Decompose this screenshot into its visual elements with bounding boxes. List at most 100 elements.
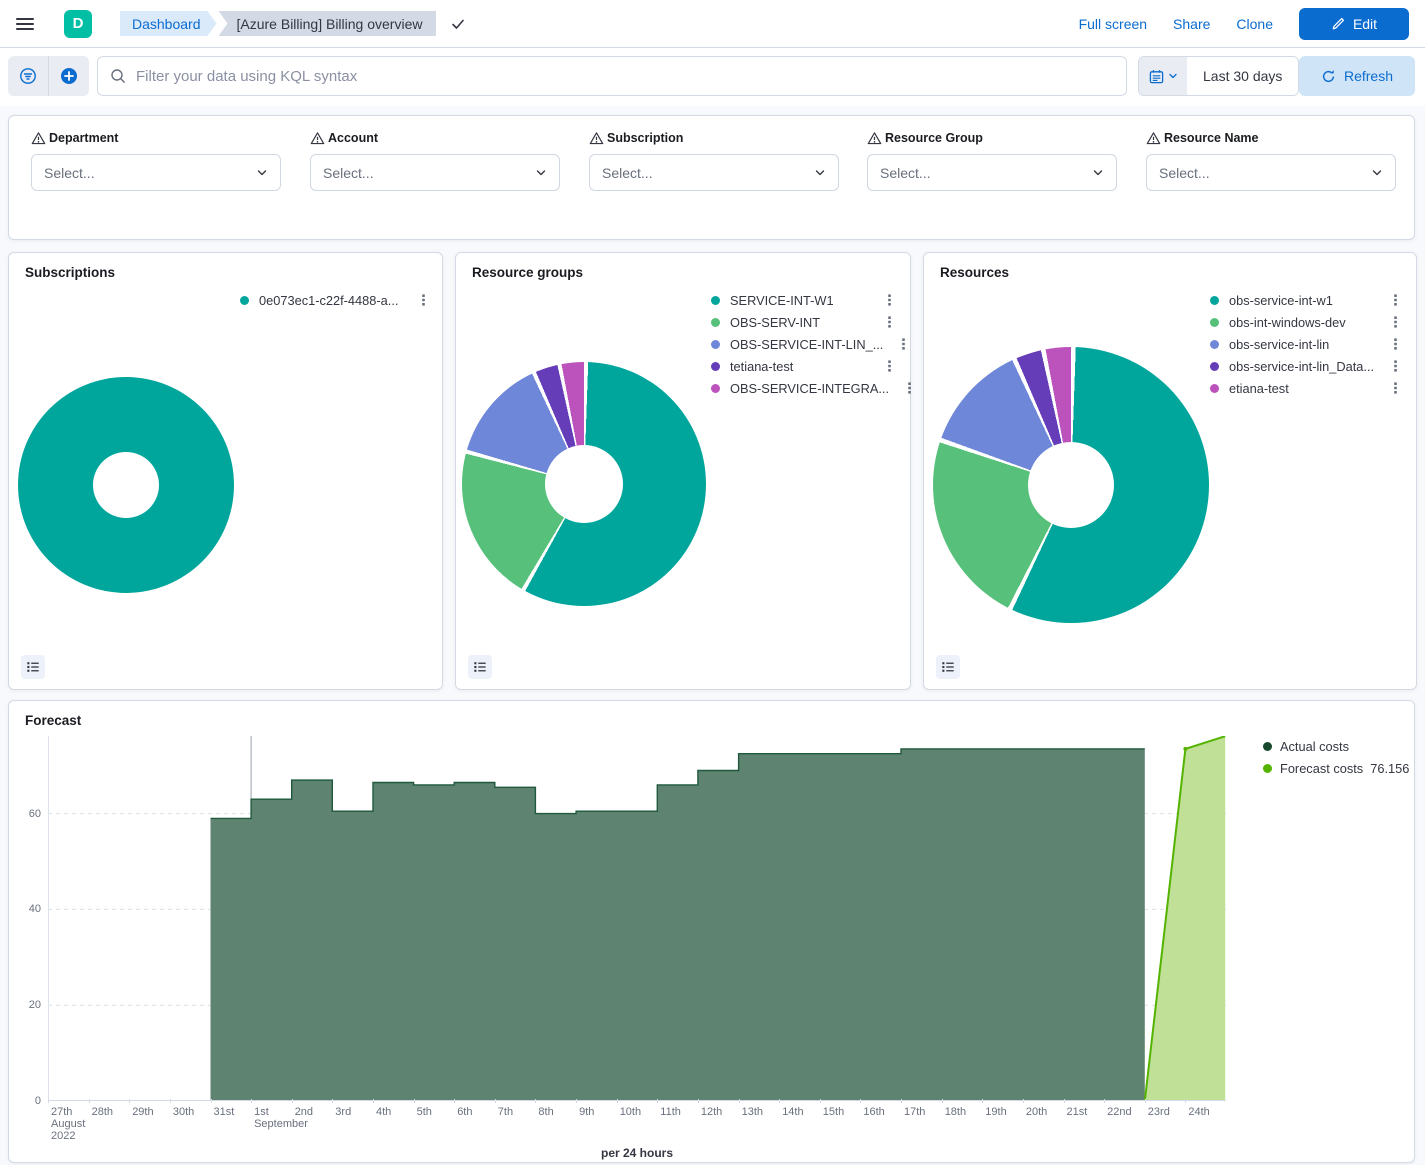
full-screen-link[interactable]: Full screen (1078, 15, 1148, 32)
x-axis-tick-label: 4th (376, 1106, 392, 1118)
control-label: Department (49, 131, 119, 145)
legend-item-menu-icon[interactable] (1389, 293, 1402, 307)
x-axis-tick-mark (860, 1099, 862, 1103)
filter-icon[interactable] (8, 56, 48, 96)
x-axis-tick-mark (657, 1099, 659, 1103)
legend-item-label[interactable]: etiana-test (1229, 380, 1289, 396)
control-label: Resource Name (1164, 131, 1259, 145)
panel-title[interactable]: Subscriptions (25, 265, 116, 280)
warning-icon (1146, 131, 1161, 146)
legend-item-label[interactable]: OBS-SERVICE-INTEGRA... (730, 380, 890, 396)
y-axis-tick-label: 0 (34, 1095, 41, 1107)
kql-search-input[interactable] (136, 67, 1114, 85)
legend-item-label[interactable]: tetiana-test (730, 358, 794, 374)
legend-color-dot (711, 361, 720, 371)
legend-color-dot (711, 317, 720, 327)
resource-name-select[interactable]: Select... (1146, 154, 1396, 191)
legend-item-forecast-costs[interactable]: Forecast costs 76.156 (1263, 757, 1409, 779)
legend-color-dot (1210, 317, 1219, 327)
legend-item-label[interactable]: obs-service-int-lin (1229, 336, 1330, 352)
x-axis-tick-label: 27th August 2022 (51, 1106, 86, 1142)
saved-check-icon (450, 16, 466, 32)
x-axis-tick-label: 19th (985, 1106, 1007, 1118)
legend-color-dot (240, 295, 249, 305)
x-axis-tick-mark (494, 1099, 496, 1103)
x-axis-tick-mark (535, 1099, 537, 1103)
x-axis-tick-label: 20th (1025, 1106, 1048, 1118)
clone-link[interactable]: Clone (1236, 15, 1273, 32)
chart-legend: SERVICE-INT-W1 OBS-SERV-INT OBS-SERVICE-IN… (711, 289, 911, 399)
refresh-icon (1321, 69, 1336, 84)
legend-item-menu-icon[interactable] (883, 315, 896, 329)
x-axis-tick-mark (251, 1099, 253, 1103)
refresh-button[interactable]: Refresh (1299, 56, 1415, 96)
warning-icon (310, 131, 325, 146)
menu-hamburger-icon[interactable] (16, 12, 40, 36)
legend-item-menu-icon[interactable] (903, 381, 916, 395)
legend-item-label[interactable]: SERVICE-INT-W1 (730, 292, 834, 308)
x-axis-tick-mark (373, 1099, 374, 1103)
legend-item-menu-icon[interactable] (1389, 315, 1402, 329)
legend-item-menu-icon[interactable] (883, 359, 896, 373)
legend-item-label[interactable]: OBS-SERV-INT (730, 314, 821, 330)
department-select[interactable]: Select... (31, 154, 281, 191)
time-range-button[interactable]: Last 30 days (1187, 57, 1299, 95)
x-axis-tick-label: 14th (782, 1106, 804, 1118)
resource-groups-panel: Resource groups SERVICE-INT-W1 OBS-SERV-I… (455, 252, 911, 690)
breadcrumb-dashboard[interactable]: Dashboard (120, 11, 217, 36)
forecast-legend: Actual costs Forecast costs 76.156 (1263, 735, 1409, 779)
legend-item: etiana-test (1210, 377, 1402, 399)
legend-toggle-button[interactable] (21, 655, 45, 679)
subscription-select[interactable]: Select... (589, 154, 839, 191)
add-filter-icon[interactable] (49, 56, 89, 96)
chevron-down-icon (536, 169, 546, 175)
legend-item-label[interactable]: obs-int-windows-dev (1229, 314, 1346, 330)
breadcrumb-current-dashboard[interactable]: [Azure Billing] Billing overview (218, 11, 437, 36)
donut-hole (1028, 442, 1114, 528)
forecast-area-chart (48, 735, 1226, 1102)
legend-item: obs-service-int-lin_Data... (1210, 355, 1402, 377)
calendar-icon (1149, 69, 1163, 83)
legend-item-menu-icon[interactable] (1389, 359, 1402, 373)
x-axis-tick-label: 3rd (335, 1106, 352, 1118)
x-axis-tick-label: 21st (1066, 1106, 1088, 1118)
legend-item-menu-icon[interactable] (883, 293, 896, 307)
legend-item: SERVICE-INT-W1 (711, 289, 896, 311)
legend-item-menu-icon[interactable] (417, 293, 430, 307)
panel-title[interactable]: Resource groups (472, 265, 584, 280)
panel-title[interactable]: Forecast (25, 713, 82, 728)
x-axis-tick-mark (169, 1099, 171, 1103)
calendar-button[interactable] (1139, 57, 1187, 95)
x-axis-tick-mark (1185, 1099, 1187, 1103)
legend-item-actual-costs[interactable]: Actual costs (1263, 735, 1409, 757)
x-axis-tick-mark (819, 1099, 821, 1103)
x-axis-tick-mark (779, 1099, 781, 1103)
legend-item-label[interactable]: obs-service-int-lin_Data... (1229, 358, 1375, 374)
legend-toggle-button[interactable] (468, 655, 492, 679)
legend-item-menu-icon[interactable] (1389, 381, 1402, 395)
legend-item-label[interactable]: 0e073ec1-c22f-4488-a... (259, 292, 399, 308)
chevron-down-icon (257, 169, 267, 175)
legend-toggle-button[interactable] (936, 655, 960, 679)
x-axis-tick-label: 1st September (254, 1106, 308, 1130)
account-select[interactable]: Select... (310, 154, 560, 191)
chevron-down-icon (1093, 169, 1103, 175)
panel-title[interactable]: Resources (940, 265, 1010, 280)
space-avatar[interactable]: D (64, 9, 92, 38)
legend-item-label[interactable]: obs-service-int-w1 (1229, 292, 1333, 308)
edit-button[interactable]: Edit (1299, 7, 1409, 40)
kql-search-bar (97, 56, 1127, 96)
control-department: Department Select... (31, 130, 281, 191)
resource-group-select[interactable]: Select... (867, 154, 1117, 191)
warning-icon (867, 131, 882, 146)
chevron-down-icon (815, 169, 825, 175)
x-axis-tick-mark (48, 1099, 49, 1103)
legend-color-dot (1210, 361, 1219, 371)
legend-item-menu-icon[interactable] (1389, 337, 1402, 351)
x-axis-tick-label: 17th (904, 1106, 926, 1118)
x-axis-tick-label: 22nd (1107, 1106, 1132, 1118)
subscriptions-donut-chart (18, 377, 234, 593)
share-link[interactable]: Share (1173, 15, 1211, 32)
legend-item-label[interactable]: OBS-SERVICE-INT-LIN_... (730, 336, 884, 352)
legend-item-menu-icon[interactable] (897, 337, 910, 351)
